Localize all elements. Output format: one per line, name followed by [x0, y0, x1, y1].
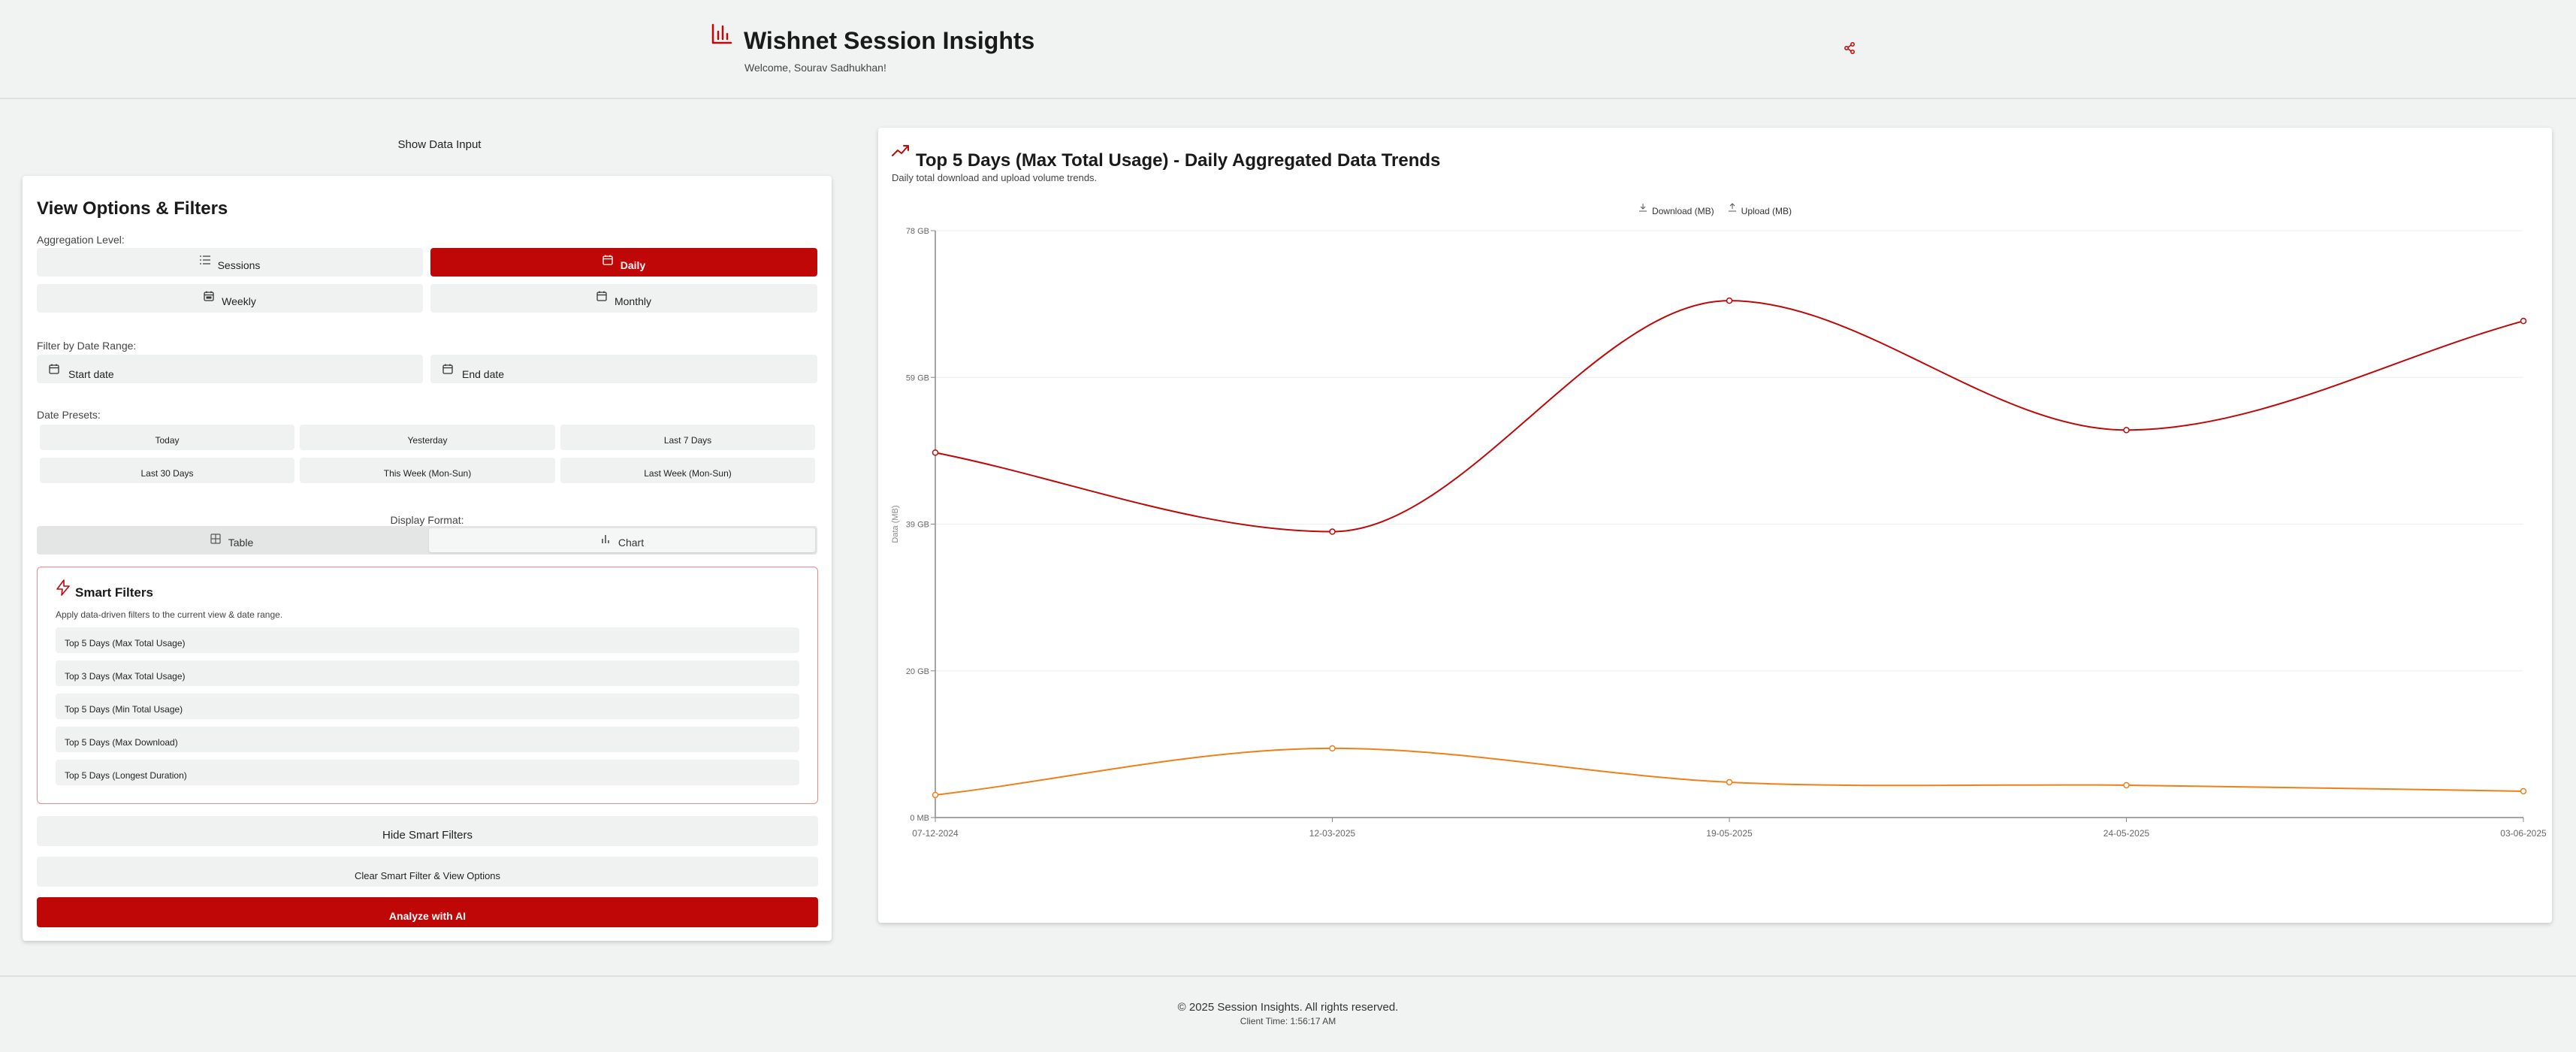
preset-this-week-button[interactable]: This Week (Mon-Sun)	[300, 458, 555, 483]
data-point	[932, 449, 939, 456]
calendar-icon	[602, 255, 613, 265]
smart-filters-title: Smart Filters	[75, 585, 153, 600]
aggregation-weekly-button[interactable]: Weekly	[37, 284, 423, 313]
start-date-label: Start date	[68, 368, 114, 380]
date-presets-label: Date Presets:	[37, 409, 101, 421]
calendar-icon	[596, 291, 607, 301]
view-options-panel: View Options & Filters Aggregation Level…	[23, 176, 832, 941]
chart-panel: Top 5 Days (Max Total Usage) - Daily Agg…	[878, 128, 2552, 923]
data-point	[1329, 745, 1336, 752]
zap-icon	[56, 579, 70, 596]
aggregation-label: Aggregation Level:	[37, 234, 125, 246]
welcome-text: Welcome, Sourav Sadhukhan!	[744, 62, 886, 74]
aggregation-monthly-label: Monthly	[614, 295, 652, 307]
data-point	[932, 791, 939, 799]
data-point	[2123, 781, 2130, 789]
display-table-label: Table	[228, 537, 254, 549]
panel-title: View Options & Filters	[37, 198, 228, 219]
end-date-label: End date	[462, 368, 505, 380]
analyze-ai-button[interactable]: Analyze with AI	[37, 897, 818, 927]
series-line-upload	[935, 747, 2524, 796]
y-tick-label: 59 GB	[906, 373, 929, 382]
display-format-label: Display Format:	[390, 514, 464, 526]
smart-filter-item[interactable]: Top 3 Days (Max Total Usage)	[56, 661, 799, 686]
start-date-button[interactable]: Start date	[37, 355, 423, 383]
legend-upload-label: Upload (MB)	[1741, 206, 1792, 216]
bar-chart-icon	[711, 23, 732, 44]
aggregation-weekly-label: Weekly	[222, 295, 256, 307]
display-chart-label: Chart	[618, 537, 645, 549]
hide-smart-filters-button[interactable]: Hide Smart Filters	[37, 816, 818, 846]
bar-chart-icon	[602, 535, 609, 543]
calendar-icon	[442, 364, 453, 374]
data-point	[2520, 317, 2527, 325]
smart-filters-subtitle: Apply data-driven filters to the current…	[56, 609, 283, 620]
clear-filters-button[interactable]: Clear Smart Filter & View Options	[37, 857, 818, 887]
y-axis-label: Data (MB)	[891, 505, 900, 543]
legend-download[interactable]: Download (MB)	[1638, 203, 1714, 216]
data-point	[1726, 778, 1733, 786]
upload-icon	[1728, 203, 1736, 212]
data-point	[1329, 528, 1336, 535]
table-icon	[210, 534, 221, 544]
list-icon	[199, 255, 210, 265]
smart-filter-item[interactable]: Top 5 Days (Min Total Usage)	[56, 694, 799, 719]
legend-download-label: Download (MB)	[1651, 206, 1714, 216]
x-tick-label: 07-12-2024	[912, 828, 959, 839]
y-tick-label: 78 GB	[906, 227, 929, 236]
preset-yesterday-button[interactable]: Yesterday	[300, 425, 555, 450]
x-tick-label: 19-05-2025	[1706, 828, 1753, 839]
preset-last-30-days-button[interactable]: Last 30 Days	[40, 458, 294, 483]
aggregation-sessions-label: Sessions	[217, 259, 261, 271]
display-chart-button[interactable]: Chart	[429, 528, 815, 552]
aggregation-daily-label: Daily	[620, 259, 646, 271]
preset-last-7-days-button[interactable]: Last 7 Days	[560, 425, 815, 450]
footer-client-time: Client Time: 1:56:17 AM	[1240, 1016, 1336, 1026]
calendar-week-icon	[204, 291, 214, 301]
aggregation-monthly-button[interactable]: Monthly	[430, 284, 817, 313]
data-point	[2520, 787, 2527, 795]
share-icon[interactable]	[1844, 42, 1856, 54]
chart-subtitle: Daily total download and upload volume t…	[892, 172, 1098, 183]
y-tick-label: 20 GB	[906, 667, 929, 676]
aggregation-sessions-button[interactable]: Sessions	[37, 248, 423, 277]
x-tick-label: 03-06-2025	[2500, 828, 2547, 839]
series-line-download	[935, 300, 2524, 533]
chart-legend: Download (MB) Upload (MB)	[878, 203, 2552, 216]
date-range-label: Filter by Date Range:	[37, 340, 137, 352]
x-tick-label: 24-05-2025	[2103, 828, 2150, 839]
app-title: Wishnet Session Insights	[744, 27, 1035, 54]
smart-filter-item[interactable]: Top 5 Days (Max Download)	[56, 727, 799, 752]
display-table-button[interactable]: Table	[39, 528, 424, 552]
download-icon	[1638, 204, 1647, 212]
data-point	[1726, 297, 1733, 304]
y-tick-label: 0 MB	[910, 814, 929, 823]
data-point	[2123, 427, 2130, 434]
smart-filter-item[interactable]: Top 5 Days (Max Total Usage)	[56, 627, 799, 653]
end-date-button[interactable]: End date	[430, 355, 817, 383]
smart-filter-item[interactable]: Top 5 Days (Longest Duration)	[56, 760, 799, 785]
x-tick-label: 12-03-2025	[1309, 828, 1356, 839]
app-header: Wishnet Session Insights Welcome, Sourav…	[0, 0, 2576, 99]
preset-today-button[interactable]: Today	[40, 425, 294, 450]
preset-last-week-button[interactable]: Last Week (Mon-Sun)	[560, 458, 815, 483]
trending-up-icon	[892, 145, 909, 156]
y-tick-label: 39 GB	[906, 521, 929, 530]
legend-upload[interactable]: Upload (MB)	[1728, 203, 1792, 216]
chart-title: Top 5 Days (Max Total Usage) - Daily Agg…	[916, 150, 1441, 171]
footer-copyright: © 2025 Session Insights. All rights rese…	[1177, 1001, 1399, 1014]
display-format-toggle: Table Chart	[37, 526, 817, 555]
line-chart: 0 MB 20 GB 39 GB 59 GB 78 GB Data (MB) 07-12-2…	[891, 227, 2547, 839]
calendar-icon	[49, 364, 59, 374]
smart-filters-box: Smart Filters Apply data-driven filters …	[37, 567, 818, 804]
aggregation-daily-button[interactable]: Daily	[430, 248, 817, 277]
show-data-input-button[interactable]: Show Data Input	[323, 134, 556, 156]
footer-divider	[0, 975, 2576, 977]
